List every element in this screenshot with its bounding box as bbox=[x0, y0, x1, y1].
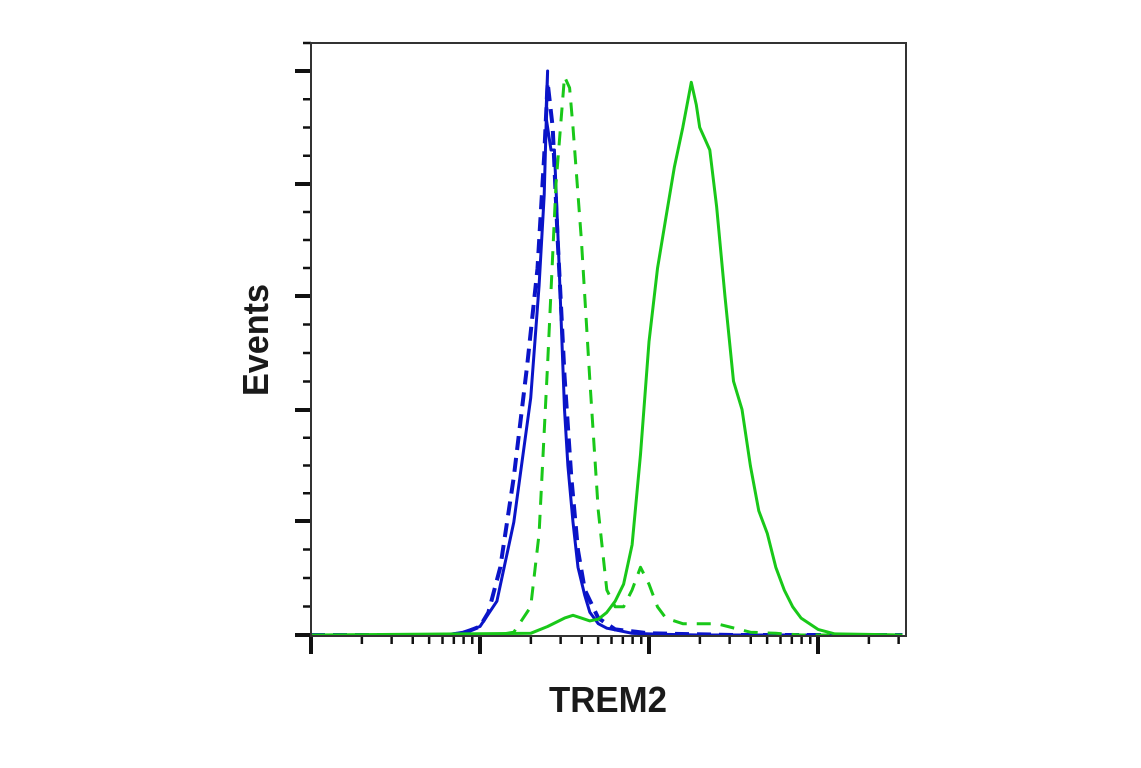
y-axis-label: Events bbox=[235, 284, 276, 396]
solid-green-curve bbox=[311, 80, 903, 636]
histogram-curves bbox=[311, 69, 903, 636]
solid-blue-curve bbox=[311, 69, 903, 636]
dashed-blue-curve bbox=[311, 80, 903, 636]
x-axis-label: TREM2 bbox=[549, 679, 667, 720]
dashed-green-curve bbox=[311, 75, 903, 636]
plot-frame bbox=[310, 42, 907, 637]
axis-ticks bbox=[295, 41, 900, 654]
